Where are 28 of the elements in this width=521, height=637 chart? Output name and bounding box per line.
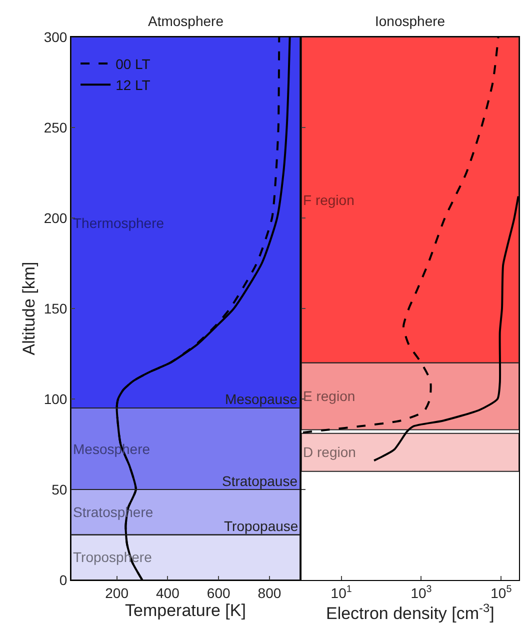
x-tick-label: 800 xyxy=(258,584,282,601)
band-label: F region xyxy=(303,192,354,208)
y-tick-label: 200 xyxy=(44,210,68,226)
y-tick-label: 100 xyxy=(44,390,68,407)
band-label: E region xyxy=(303,388,356,404)
x-tick-label: 400 xyxy=(156,584,180,601)
x-tick-label: 10$^{3}$ xyxy=(410,584,432,601)
y-tick-label: 50 xyxy=(52,481,68,498)
ref-line-label: Tropopause xyxy=(224,518,298,534)
x-tick-label: 600 xyxy=(206,584,230,601)
band-label: D region xyxy=(303,444,356,460)
chart-title: Ionosphere xyxy=(375,13,446,29)
ref-line-label: Stratopause xyxy=(222,473,298,489)
chart-title: Atmosphere xyxy=(148,13,224,29)
y-tick-label: 0 xyxy=(59,572,68,588)
y-tick-label: 300 xyxy=(44,28,68,45)
y-axis-title: Altitude [km] xyxy=(19,262,38,356)
ref-line-label: Mesopause xyxy=(225,391,298,407)
x-tick-label: 10$^{1}$ xyxy=(330,584,352,601)
legend-label: 12 LT xyxy=(116,77,151,94)
x-axis-title: Temperature [K] xyxy=(125,600,246,620)
legend-label: 00 LT xyxy=(116,56,151,72)
x-tick-label: 200 xyxy=(105,584,129,601)
band-label: Thermosphere xyxy=(73,215,164,231)
x-tick-label: 10$^{5}$ xyxy=(490,584,512,601)
y-tick-label: 150 xyxy=(44,300,68,316)
y-tick-label: 250 xyxy=(44,119,68,136)
x-axis-title: Electron density [cm$^{-3}$] xyxy=(326,600,494,623)
